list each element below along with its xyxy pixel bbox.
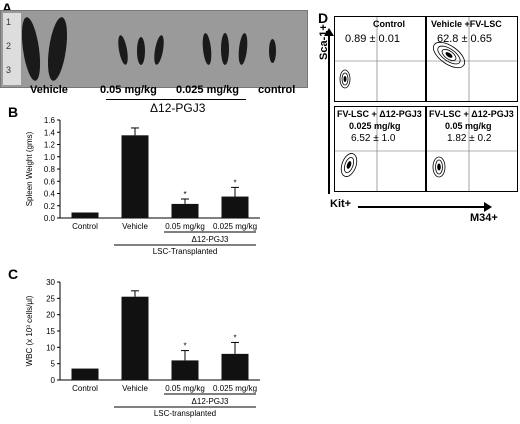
caption-drug: Δ12-PGJ3	[150, 101, 206, 115]
facs-dose2-dose: 0.025 mg/kg	[349, 121, 401, 131]
facs-vehicle-value: 62.8 ± 0.65	[437, 33, 492, 45]
facs-control-title: Control	[373, 19, 405, 29]
y-axis-arrowhead	[324, 28, 334, 36]
spleen-ytick-label: 0.0	[44, 214, 56, 223]
wbc-significance: *	[233, 333, 236, 342]
spleen-significance: *	[183, 190, 186, 199]
ruler-mark-1: 1	[6, 17, 12, 27]
wbc-bottom-label: LSC-transplanted	[154, 409, 216, 418]
facs-dose2-title: FV-LSC + Δ12-PGJ3	[337, 109, 422, 119]
wbc-ytick-label: 5	[51, 360, 56, 369]
wbc-significance: *	[183, 342, 186, 351]
facs-control-value: 0.89 ± 0.01	[345, 33, 400, 45]
treatment-line	[106, 99, 246, 100]
panel-a-label: A	[2, 0, 13, 16]
y-axis-arrow	[328, 34, 330, 194]
wbc-ytick-label: 10	[46, 343, 55, 352]
spleen-ytick-label: 1.0	[44, 153, 56, 162]
spleen-ytick-label: 0.2	[44, 202, 56, 211]
facs-dose1: FV-LSC + Δ12-PGJ3 0.05 mg/kg 1.82 ± 0.2	[426, 106, 518, 192]
panel-b-label: B	[8, 104, 19, 120]
wbc-category-label: Control	[72, 384, 98, 393]
spleen-category-label: 0.05 mg/kg	[165, 222, 205, 231]
spleen-ytick-label: 0.8	[44, 165, 56, 174]
wbc-category-label: 0.05 mg/kg	[165, 384, 205, 393]
ruler-mark-3: 3	[6, 65, 12, 75]
caption-dose1: 0.05 mg/kg	[100, 84, 157, 96]
facs-control: Control 0.89 ± 0.01	[334, 16, 426, 102]
spleen-category-label: 0.025 mg/kg	[213, 222, 257, 231]
spleen-ytick-label: 1.4	[44, 128, 56, 137]
x-axis-arrow	[358, 206, 486, 208]
spleen-significance: *	[233, 178, 236, 187]
spleen-bar	[221, 196, 249, 218]
panel-c-label: C	[8, 266, 19, 282]
wbc-category-label: Vehicle	[122, 384, 148, 393]
wbc-ytick-label: 25	[46, 294, 55, 303]
spleen-ytick-label: 0.4	[44, 190, 56, 199]
spleen-dose2-1	[201, 32, 213, 66]
wbc-ytick-label: 30	[46, 278, 55, 287]
spleen-dose1-2	[137, 37, 145, 65]
spleen-bar	[71, 212, 99, 218]
caption-dose2: 0.025 mg/kg	[176, 84, 239, 96]
spleen-ytick-label: 0.6	[44, 177, 56, 186]
spleen-dose1-1	[116, 34, 130, 66]
wbc-ytick-label: 0	[51, 376, 56, 385]
wbc-bar	[121, 296, 149, 380]
spleen-dose2-3	[237, 32, 249, 66]
ruler-mark-2: 2	[6, 41, 12, 51]
spleen-photo	[0, 10, 308, 88]
wbc-bar	[221, 353, 249, 380]
caption-control: control	[258, 84, 296, 96]
spleen-control	[269, 39, 276, 63]
spleen-dose1-3	[152, 34, 166, 66]
spleen-weight-chart: 0.0 0.2 0.4 0.6 0.8 1.0 1.2 1.4 1.6 Spleen Weight…	[25, 116, 260, 256]
spleen-dose2-2	[221, 33, 229, 65]
spleen-bottom-label: LSC-Transplanted	[153, 247, 218, 256]
wbc-ylabel: WBC (x 10³ cells/μl)	[25, 295, 34, 366]
spleen-group-label: Δ12-PGJ3	[192, 235, 229, 244]
facs-dose2: FV-LSC + Δ12-PGJ3 0.025 mg/kg 6.52 ± 1.0	[334, 106, 426, 192]
wbc-chart: 0 5 10 15 20 25 30 WBC (x 10³ cells/μl) Control V…	[25, 278, 260, 418]
spleen-bar	[121, 135, 149, 218]
facs-dose2-value: 6.52 ± 1.0	[351, 133, 396, 144]
facs-vehicle: Vehicle +FV-LSC 62.8 ± 0.65	[426, 16, 518, 102]
spleen-ylabel: Spleen Weight (gms)	[25, 131, 34, 206]
facs-vehicle-title: Vehicle +FV-LSC	[431, 19, 502, 29]
wbc-category-label: 0.025 mg/kg	[213, 384, 257, 393]
x-axis-m34: M34+	[470, 212, 498, 224]
facs-dose1-dose: 0.05 mg/kg	[445, 121, 492, 131]
facs-dose1-value: 1.82 ± 0.2	[447, 133, 492, 144]
spleen-bar	[171, 203, 199, 218]
spleen-vehicle-1	[18, 16, 44, 82]
x-axis-kit: Kit+	[330, 198, 352, 210]
spleen-ytick-label: 1.2	[44, 141, 56, 150]
caption-vehicle: Vehicle	[30, 84, 68, 96]
wbc-ytick-label: 20	[46, 311, 55, 320]
ruler: 1 2 3	[2, 12, 22, 86]
wbc-bar	[71, 368, 99, 380]
spleen-category-label: Vehicle	[122, 222, 148, 231]
wbc-group-label: Δ12-PGJ3	[192, 397, 229, 406]
panel-d-label: D	[318, 10, 329, 26]
facs-dose1-title: FV-LSC + Δ12-PGJ3	[429, 109, 514, 119]
wbc-ytick-label: 15	[46, 327, 55, 336]
spleen-ytick-label: 1.6	[44, 116, 56, 125]
wbc-bar	[171, 360, 199, 380]
spleen-category-label: Control	[72, 222, 98, 231]
spleen-vehicle-2	[44, 16, 71, 82]
x-axis-arrowhead	[484, 202, 492, 212]
